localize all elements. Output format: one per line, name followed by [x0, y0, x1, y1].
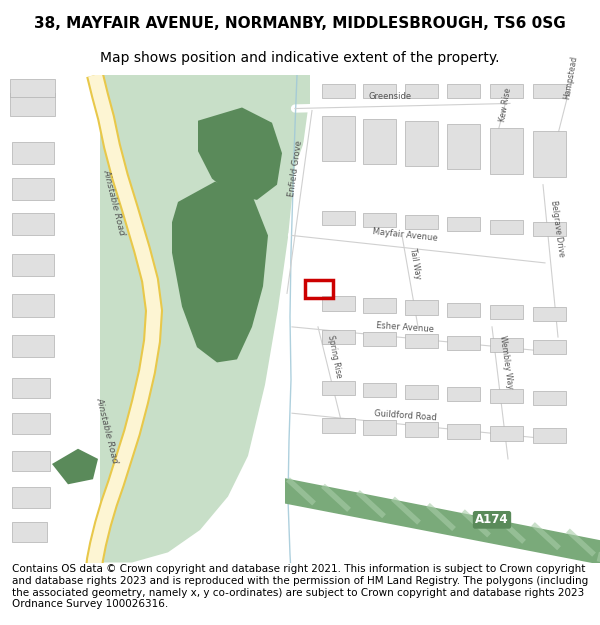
Bar — [322, 211, 355, 225]
Bar — [363, 213, 396, 228]
Bar — [490, 220, 523, 234]
Bar — [12, 177, 54, 200]
Bar — [447, 217, 480, 231]
Bar — [490, 389, 523, 403]
Text: Tail Way: Tail Way — [408, 248, 422, 280]
Bar — [405, 121, 438, 166]
Bar — [447, 336, 480, 350]
Bar — [363, 298, 396, 312]
Bar — [533, 306, 566, 321]
Text: Esher Avenue: Esher Avenue — [376, 321, 434, 334]
Text: Enfield Grove: Enfield Grove — [287, 139, 304, 197]
Bar — [490, 84, 523, 98]
Bar — [363, 382, 396, 397]
Bar — [322, 381, 355, 395]
Bar — [490, 128, 523, 174]
Polygon shape — [100, 75, 310, 562]
Text: Map shows position and indicative extent of the property.: Map shows position and indicative extent… — [100, 51, 500, 65]
Bar — [533, 84, 566, 98]
Bar — [363, 420, 396, 434]
Bar — [12, 335, 54, 357]
Bar — [447, 302, 480, 317]
Bar — [12, 522, 47, 542]
Bar — [12, 213, 54, 236]
Bar — [322, 418, 355, 432]
Bar — [12, 294, 54, 317]
Text: Wembley Way: Wembley Way — [498, 335, 514, 390]
Bar — [447, 424, 480, 439]
Bar — [405, 334, 438, 348]
Text: Greenside: Greenside — [368, 92, 412, 101]
Bar — [322, 330, 355, 344]
Bar — [447, 84, 480, 98]
Bar — [490, 338, 523, 352]
Bar — [405, 422, 438, 436]
Bar — [447, 124, 480, 169]
Text: Kew Rise: Kew Rise — [499, 88, 514, 122]
Bar — [12, 254, 54, 276]
Bar — [12, 142, 54, 164]
Bar — [12, 413, 50, 434]
Text: Spring Rise: Spring Rise — [326, 334, 344, 379]
Bar — [490, 304, 523, 319]
Text: Belgrave Drive: Belgrave Drive — [548, 200, 565, 258]
Bar — [405, 84, 438, 98]
Bar — [363, 84, 396, 98]
Bar — [533, 429, 566, 442]
Bar — [405, 385, 438, 399]
Bar — [10, 93, 55, 116]
Bar — [322, 296, 355, 311]
Text: Mayfair Avenue: Mayfair Avenue — [372, 227, 438, 242]
Polygon shape — [285, 478, 600, 564]
Bar — [533, 131, 566, 176]
Bar — [10, 79, 55, 98]
Text: Ainstable Road: Ainstable Road — [94, 396, 119, 464]
Bar — [12, 488, 50, 508]
Polygon shape — [198, 107, 282, 200]
Bar — [322, 84, 355, 98]
Text: A174: A174 — [475, 513, 509, 526]
Bar — [322, 116, 355, 161]
Bar — [490, 426, 523, 441]
Bar — [533, 391, 566, 405]
Text: Guildford Road: Guildford Road — [373, 409, 437, 422]
Bar — [305, 280, 333, 298]
Text: 38, MAYFAIR AVENUE, NORMANBY, MIDDLESBROUGH, TS6 0SG: 38, MAYFAIR AVENUE, NORMANBY, MIDDLESBRO… — [34, 16, 566, 31]
Bar — [12, 451, 50, 471]
Bar — [405, 215, 438, 229]
Bar — [12, 378, 50, 398]
Text: Contains OS data © Crown copyright and database right 2021. This information is : Contains OS data © Crown copyright and d… — [12, 564, 588, 609]
Bar — [363, 332, 396, 346]
Polygon shape — [52, 449, 98, 484]
Bar — [405, 301, 438, 315]
Polygon shape — [172, 182, 268, 362]
Text: Ainstable Road: Ainstable Road — [101, 168, 127, 236]
Bar — [363, 119, 396, 164]
Text: Hampstead: Hampstead — [563, 56, 579, 101]
Bar — [533, 222, 566, 236]
Bar — [447, 387, 480, 401]
Bar — [533, 340, 566, 354]
